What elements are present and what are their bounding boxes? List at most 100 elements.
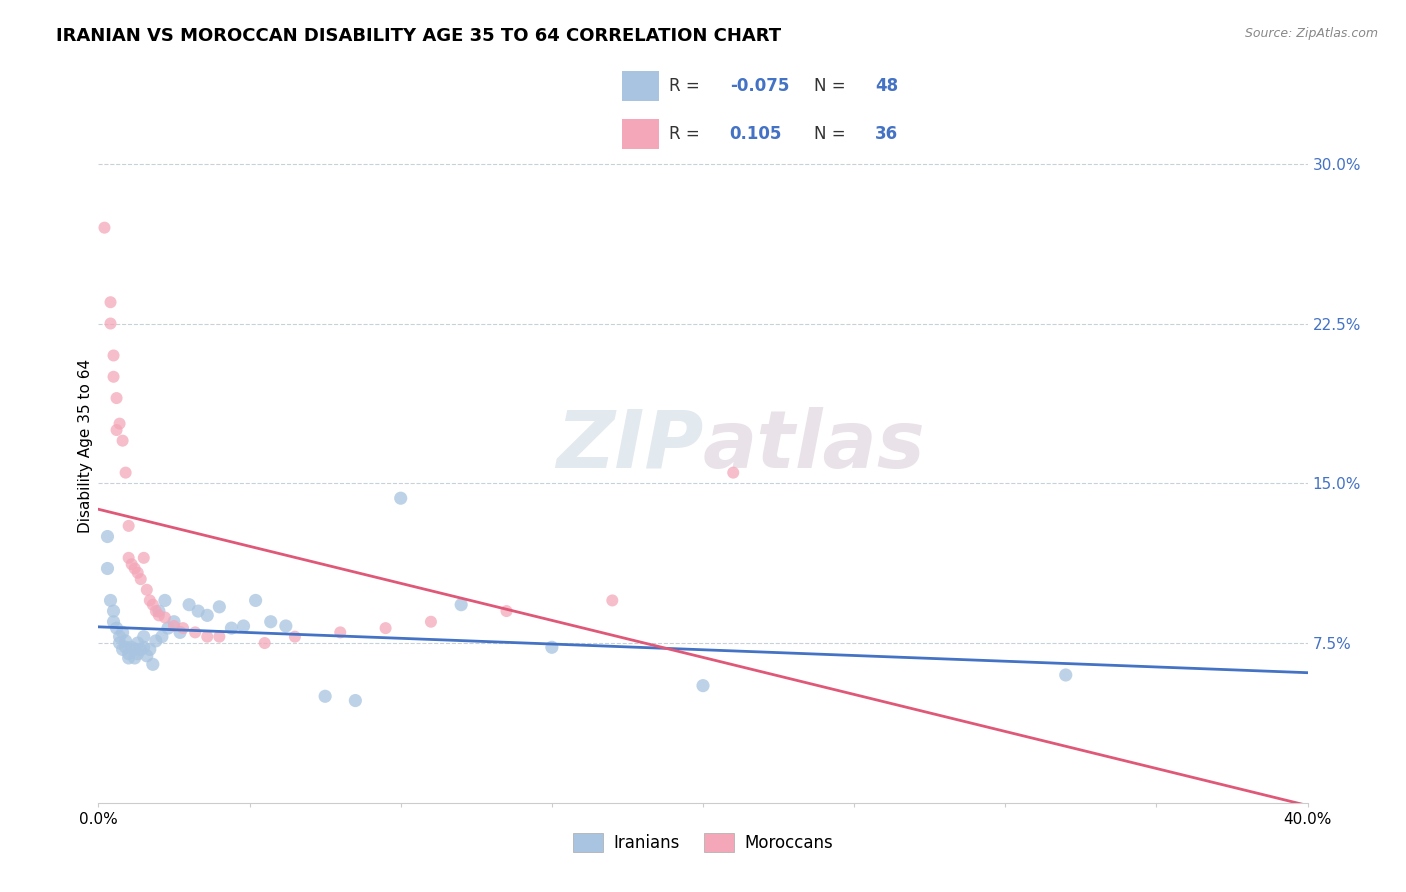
Point <box>195 608 218 623</box>
Point <box>187 604 209 618</box>
Point <box>540 640 562 655</box>
Text: atlas: atlas <box>703 407 925 485</box>
Point <box>172 621 194 635</box>
Text: R =: R = <box>669 125 704 143</box>
Point <box>274 619 297 633</box>
Point <box>129 642 152 657</box>
Point <box>135 582 157 597</box>
Point <box>127 636 149 650</box>
Point <box>108 417 131 431</box>
Point <box>111 434 134 448</box>
Point <box>139 642 162 657</box>
Point <box>148 604 170 618</box>
Point <box>389 491 412 506</box>
Text: 36: 36 <box>875 125 898 143</box>
Point <box>93 220 115 235</box>
Point <box>208 599 231 614</box>
Point <box>153 610 176 624</box>
Point <box>253 636 276 650</box>
Point <box>100 317 122 331</box>
Point <box>105 391 128 405</box>
Point <box>127 647 149 661</box>
Point <box>1054 668 1077 682</box>
Point <box>145 604 167 618</box>
Point <box>118 647 141 661</box>
Point <box>103 349 125 363</box>
Point <box>103 369 125 384</box>
Point <box>150 630 173 644</box>
Point <box>124 561 146 575</box>
Point <box>105 621 128 635</box>
Point <box>132 640 155 655</box>
Point <box>118 550 141 565</box>
Point <box>118 651 141 665</box>
Point <box>195 630 218 644</box>
Bar <box>621 119 659 149</box>
Point <box>121 558 143 572</box>
Text: IRANIAN VS MOROCCAN DISABILITY AGE 35 TO 64 CORRELATION CHART: IRANIAN VS MOROCCAN DISABILITY AGE 35 TO… <box>56 27 782 45</box>
Text: N =: N = <box>814 77 851 95</box>
Point <box>139 593 162 607</box>
Point <box>245 593 267 607</box>
Point <box>221 621 243 635</box>
Point <box>96 529 118 543</box>
Point <box>132 550 155 565</box>
Point <box>184 625 207 640</box>
Point <box>121 640 143 655</box>
Point <box>208 630 231 644</box>
Point <box>284 630 307 644</box>
Text: Source: ZipAtlas.com: Source: ZipAtlas.com <box>1244 27 1378 40</box>
Point <box>450 598 472 612</box>
Point <box>142 598 165 612</box>
Point <box>329 625 352 640</box>
Point <box>96 561 118 575</box>
Point <box>135 648 157 663</box>
Point <box>148 608 170 623</box>
Point <box>179 598 201 612</box>
Point <box>260 615 283 629</box>
Point <box>100 593 122 607</box>
Text: 0.105: 0.105 <box>730 125 782 143</box>
Point <box>723 466 745 480</box>
Text: N =: N = <box>814 125 851 143</box>
Point <box>314 690 336 704</box>
Point <box>495 604 517 618</box>
Point <box>103 604 125 618</box>
Text: ZIP: ZIP <box>555 407 703 485</box>
Point <box>156 621 179 635</box>
Point <box>145 634 167 648</box>
Point <box>114 640 136 655</box>
Point <box>127 566 149 580</box>
Point <box>118 519 141 533</box>
Y-axis label: Disability Age 35 to 64: Disability Age 35 to 64 <box>77 359 93 533</box>
Point <box>111 625 134 640</box>
Point <box>232 619 254 633</box>
Point <box>142 657 165 672</box>
Text: 48: 48 <box>875 77 898 95</box>
Point <box>108 636 131 650</box>
Point <box>124 642 146 657</box>
Point <box>374 621 396 635</box>
Point <box>105 423 128 437</box>
Point <box>114 634 136 648</box>
Point <box>163 615 186 629</box>
Text: R =: R = <box>669 77 704 95</box>
Point <box>124 651 146 665</box>
Point <box>108 630 131 644</box>
Point <box>169 625 191 640</box>
Point <box>129 572 152 586</box>
Point <box>132 630 155 644</box>
Bar <box>621 70 659 101</box>
Point <box>114 466 136 480</box>
Point <box>153 593 176 607</box>
Point <box>103 615 125 629</box>
Point <box>100 295 122 310</box>
Point <box>163 619 186 633</box>
Point <box>602 593 624 607</box>
Point <box>111 642 134 657</box>
Text: -0.075: -0.075 <box>730 77 789 95</box>
Point <box>344 693 367 707</box>
Point <box>420 615 443 629</box>
Legend: Iranians, Moroccans: Iranians, Moroccans <box>567 826 839 859</box>
Point <box>692 679 714 693</box>
